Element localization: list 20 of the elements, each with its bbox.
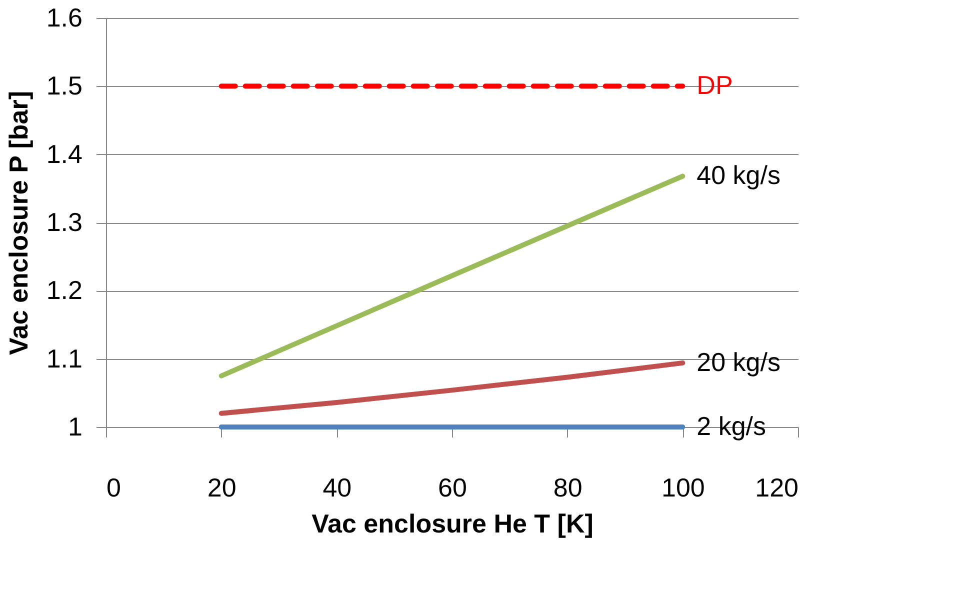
y-tick-label: 1.6	[46, 2, 82, 32]
x-tick-label: 0	[106, 472, 121, 502]
y-tick-label: 1.2	[46, 275, 82, 306]
x-tick-label: 60	[438, 472, 467, 502]
y-tick-label: 1	[68, 412, 82, 442]
y-axis-title: Vac enclosure P [bar]	[3, 91, 34, 355]
x-tick-label: 80	[553, 472, 582, 502]
x-tick-label: 120	[755, 472, 798, 502]
y-tick-label: 1.4	[46, 138, 82, 169]
series-label: 40 kg/s	[696, 160, 780, 190]
x-tick-label: 40	[322, 472, 352, 502]
series-label: DP	[696, 70, 733, 100]
y-tick-label: 1.3	[46, 207, 82, 237]
x-tick-label: 20	[207, 472, 236, 502]
x-axis-title: Vac enclosure He T [K]	[312, 508, 594, 538]
y-tick-label: 1.5	[46, 70, 82, 101]
series-label: 2 kg/s	[696, 411, 766, 441]
x-tick-label: 100	[661, 472, 705, 502]
series-label: 20 kg/s	[696, 346, 780, 377]
y-tick-label: 1.1	[46, 343, 82, 374]
